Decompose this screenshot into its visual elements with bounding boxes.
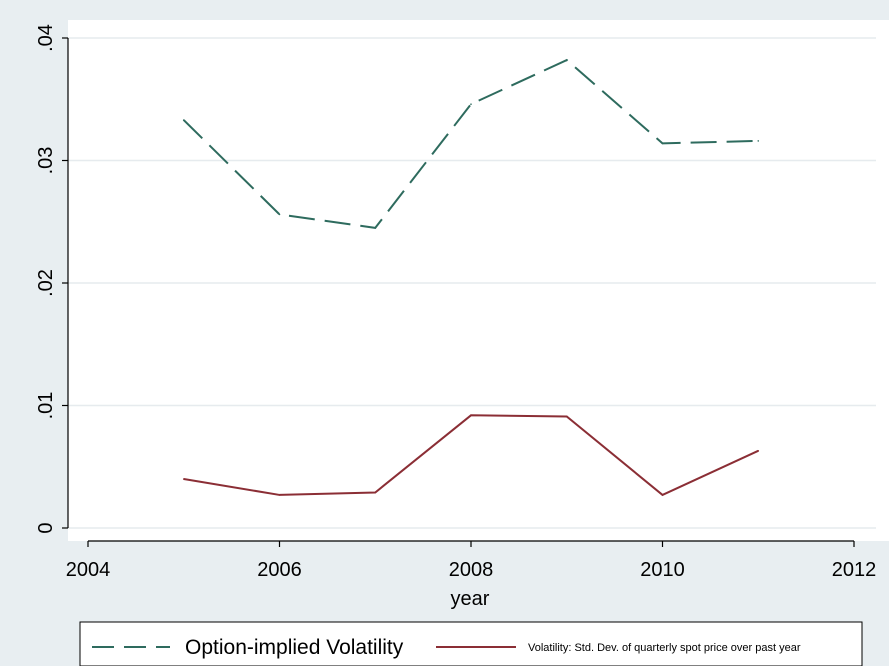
series-1-point: [565, 59, 568, 61]
series-1-point: [661, 142, 664, 145]
y-tick-label: 0: [35, 522, 57, 533]
series-2-point: [278, 494, 281, 496]
x-axis: 2004 2006 2008 2010 2012: [66, 540, 877, 581]
series-2-point: [470, 414, 472, 417]
series-1-point: [182, 119, 185, 121]
y-tick-label: .01: [35, 392, 57, 420]
series-2-point: [565, 415, 568, 418]
series-2-point: [757, 450, 760, 452]
x-tick-label: 2004: [66, 559, 111, 581]
series-2-point: [374, 491, 377, 494]
x-tick-label: 2012: [832, 559, 877, 581]
series-1-point: [278, 213, 281, 216]
x-tick-label: 2008: [449, 559, 494, 581]
legend-label-2: Volatility: Std. Dev. of quarterly spot …: [528, 642, 801, 654]
series-1-point: [470, 103, 472, 105]
grid: [68, 37, 876, 529]
y-tick-label: .03: [35, 147, 57, 175]
x-tick-label: 2006: [257, 559, 302, 581]
series-2-point: [661, 494, 664, 496]
series-1-point: [374, 227, 377, 229]
series-layer: [182, 58, 760, 497]
series-2-point: [182, 478, 185, 480]
legend: Option-implied Volatility Volatility: Std…: [79, 621, 863, 666]
y-tick-label: .02: [35, 269, 57, 297]
y-axis: 0 .01 .02 .03 .04: [35, 24, 69, 534]
plot-area: [68, 20, 889, 541]
y-tick-label: .04: [35, 24, 57, 52]
legend-box: [79, 621, 863, 666]
series-1-point: [757, 140, 760, 142]
legend-label-1: Option-implied Volatility: [185, 636, 404, 659]
x-tick-label: 2010: [640, 559, 685, 581]
x-axis-title: year: [451, 588, 490, 610]
